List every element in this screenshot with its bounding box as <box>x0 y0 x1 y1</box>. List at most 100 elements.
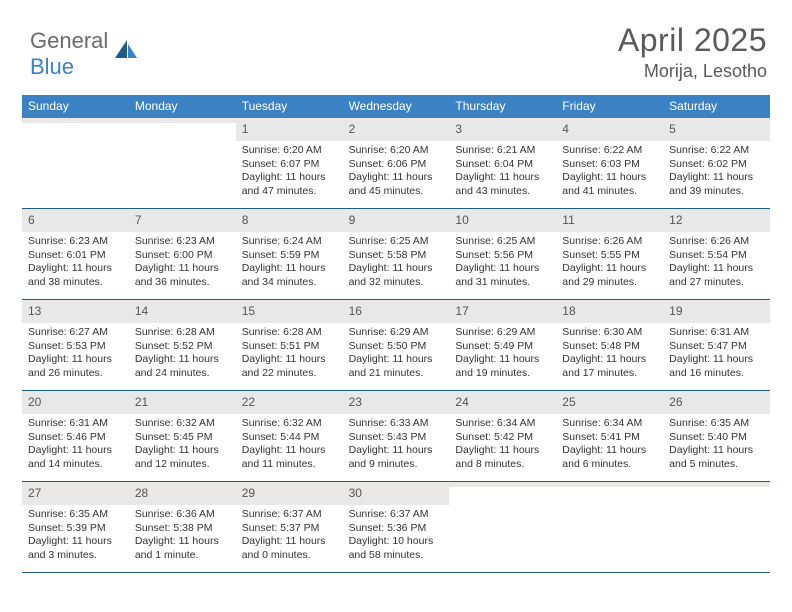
sunrise-text: Sunrise: 6:28 AM <box>135 326 230 340</box>
daylight-text: Daylight: 11 hours and 43 minutes. <box>455 171 550 198</box>
sunrise-text: Sunrise: 6:23 AM <box>28 235 123 249</box>
day-content: Sunrise: 6:35 AMSunset: 5:40 PMDaylight:… <box>663 414 770 476</box>
day-number-bar: 18 <box>556 300 663 323</box>
daylight-text: Daylight: 11 hours and 17 minutes. <box>562 353 657 380</box>
day-number-bar: 6 <box>22 209 129 232</box>
daylight-text: Daylight: 11 hours and 6 minutes. <box>562 444 657 471</box>
location: Morija, Lesotho <box>618 61 767 82</box>
sunset-text: Sunset: 5:42 PM <box>455 431 550 445</box>
calendar-week: 6Sunrise: 6:23 AMSunset: 6:01 PMDaylight… <box>22 209 770 300</box>
day-number: 27 <box>28 486 41 500</box>
day-cell: 16 Sunrise: 6:29 AMSunset: 5:50 PMDayligh… <box>343 300 450 390</box>
day-number-bar: 24 <box>449 391 556 414</box>
daylight-text: Daylight: 11 hours and 5 minutes. <box>669 444 764 471</box>
day-number-bar: 21 <box>129 391 236 414</box>
day-cell: 27 Sunrise: 6:35 AMSunset: 5:39 PMDayligh… <box>22 482 129 572</box>
daylight-text: Daylight: 11 hours and 21 minutes. <box>349 353 444 380</box>
sunset-text: Sunset: 6:07 PM <box>242 158 337 172</box>
day-number-bar: 27 <box>22 482 129 505</box>
sunset-text: Sunset: 5:52 PM <box>135 340 230 354</box>
day-content: Sunrise: 6:23 AMSunset: 6:00 PMDaylight:… <box>129 232 236 294</box>
day-number: 11 <box>562 213 574 227</box>
day-number-bar: 1 <box>236 118 343 141</box>
day-number: 15 <box>242 304 255 318</box>
day-content: Sunrise: 6:27 AMSunset: 5:53 PMDaylight:… <box>22 323 129 385</box>
daylight-text: Daylight: 11 hours and 14 minutes. <box>28 444 123 471</box>
daylight-text: Daylight: 11 hours and 45 minutes. <box>349 171 444 198</box>
daylight-text: Daylight: 11 hours and 32 minutes. <box>349 262 444 289</box>
day-number: 30 <box>349 486 362 500</box>
day-cell: 20Sunrise: 6:31 AMSunset: 5:46 PMDayligh… <box>22 391 129 481</box>
calendar-body: 1Sunrise: 6:20 AMSunset: 6:07 PMDaylight… <box>22 118 770 573</box>
day-content: Sunrise: 6:37 AMSunset: 5:37 PMDaylight:… <box>236 505 343 567</box>
sunset-text: Sunset: 6:02 PM <box>669 158 764 172</box>
sunrise-text: Sunrise: 6:32 AM <box>242 417 337 431</box>
sunrise-text: Sunrise: 6:29 AM <box>349 326 444 340</box>
day-number-bar: 8 <box>236 209 343 232</box>
day-cell <box>22 118 129 208</box>
day-cell <box>556 482 663 572</box>
day-number: 3 <box>455 122 462 136</box>
day-number-bar: 14 <box>129 300 236 323</box>
sunset-text: Sunset: 5:50 PM <box>349 340 444 354</box>
sunrise-text: Sunrise: 6:31 AM <box>669 326 764 340</box>
day-number: 14 <box>135 304 148 318</box>
day-cell: 10Sunrise: 6:25 AMSunset: 5:56 PMDayligh… <box>449 209 556 299</box>
daylight-text: Daylight: 11 hours and 16 minutes. <box>669 353 764 380</box>
day-number: 22 <box>242 395 255 409</box>
day-number-bar: 4 <box>556 118 663 141</box>
sunset-text: Sunset: 5:39 PM <box>28 522 123 536</box>
day-number-bar: 3 <box>449 118 556 141</box>
weekday-label: Tuesday <box>236 95 343 118</box>
daylight-text: Daylight: 11 hours and 26 minutes. <box>28 353 123 380</box>
day-content: Sunrise: 6:35 AMSunset: 5:39 PMDaylight:… <box>22 505 129 567</box>
daylight-text: Daylight: 11 hours and 1 minute. <box>135 535 230 562</box>
day-cell: 12Sunrise: 6:26 AMSunset: 5:54 PMDayligh… <box>663 209 770 299</box>
brand-word2: Blue <box>30 54 74 79</box>
day-content: Sunrise: 6:25 AMSunset: 5:58 PMDaylight:… <box>343 232 450 294</box>
day-cell: 11Sunrise: 6:26 AMSunset: 5:55 PMDayligh… <box>556 209 663 299</box>
day-content: Sunrise: 6:28 AMSunset: 5:51 PMDaylight:… <box>236 323 343 385</box>
daylight-text: Daylight: 11 hours and 11 minutes. <box>242 444 337 471</box>
day-number-bar <box>129 118 236 123</box>
daylight-text: Daylight: 11 hours and 34 minutes. <box>242 262 337 289</box>
day-number-bar: 7 <box>129 209 236 232</box>
sunset-text: Sunset: 5:43 PM <box>349 431 444 445</box>
day-number: 23 <box>349 395 362 409</box>
day-number: 13 <box>28 304 41 318</box>
day-number: 16 <box>349 304 362 318</box>
day-cell: 13 Sunrise: 6:27 AMSunset: 5:53 PMDayligh… <box>22 300 129 390</box>
day-number: 7 <box>135 213 142 227</box>
day-cell: 21Sunrise: 6:32 AMSunset: 5:45 PMDayligh… <box>129 391 236 481</box>
day-cell: 25Sunrise: 6:34 AMSunset: 5:41 PMDayligh… <box>556 391 663 481</box>
sunrise-text: Sunrise: 6:31 AM <box>28 417 123 431</box>
day-cell: 15 Sunrise: 6:28 AMSunset: 5:51 PMDayligh… <box>236 300 343 390</box>
daylight-text: Daylight: 11 hours and 8 minutes. <box>455 444 550 471</box>
day-cell: 17Sunrise: 6:29 AMSunset: 5:49 PMDayligh… <box>449 300 556 390</box>
month-title: April 2025 <box>618 22 767 59</box>
day-content: Sunrise: 6:24 AMSunset: 5:59 PMDaylight:… <box>236 232 343 294</box>
day-cell: 28Sunrise: 6:36 AMSunset: 5:38 PMDayligh… <box>129 482 236 572</box>
sunset-text: Sunset: 5:37 PM <box>242 522 337 536</box>
day-number-bar: 15 <box>236 300 343 323</box>
calendar-week: 27Sunrise: 6:35 AMSunset: 5:39 PMDayligh… <box>22 482 770 573</box>
day-cell: 22Sunrise: 6:32 AMSunset: 5:44 PMDayligh… <box>236 391 343 481</box>
sunset-text: Sunset: 5:53 PM <box>28 340 123 354</box>
brand-text: General Blue <box>30 28 108 80</box>
day-number: 12 <box>669 213 682 227</box>
weekday-label: Friday <box>556 95 663 118</box>
sunrise-text: Sunrise: 6:24 AM <box>242 235 337 249</box>
day-number: 18 <box>562 304 575 318</box>
day-number-bar <box>663 482 770 487</box>
sunrise-text: Sunrise: 6:33 AM <box>349 417 444 431</box>
sunrise-text: Sunrise: 6:23 AM <box>135 235 230 249</box>
day-number-bar: 23 <box>343 391 450 414</box>
day-number: 29 <box>242 486 255 500</box>
daylight-text: Daylight: 11 hours and 19 minutes. <box>455 353 550 380</box>
sunrise-text: Sunrise: 6:35 AM <box>28 508 123 522</box>
day-content: Sunrise: 6:37 AMSunset: 5:36 PMDaylight:… <box>343 505 450 567</box>
calendar: SundayMondayTuesdayWednesdayThursdayFrid… <box>22 95 770 573</box>
day-content: Sunrise: 6:34 AMSunset: 5:41 PMDaylight:… <box>556 414 663 476</box>
day-cell: 6Sunrise: 6:23 AMSunset: 6:01 PMDaylight… <box>22 209 129 299</box>
day-number: 21 <box>135 395 148 409</box>
